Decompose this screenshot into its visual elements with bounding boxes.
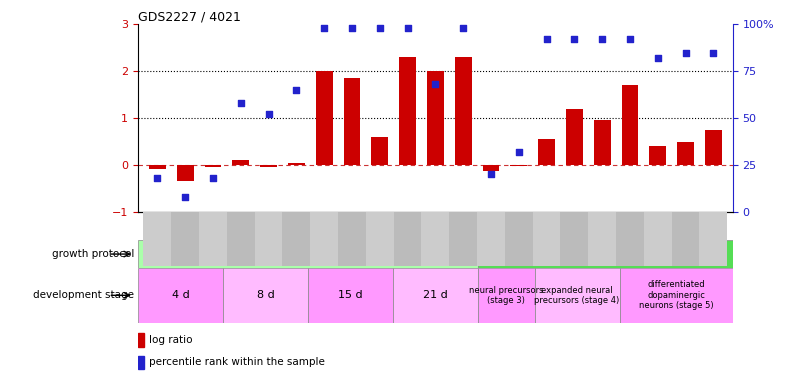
Bar bbox=[371, 137, 388, 165]
Text: development stage: development stage bbox=[33, 290, 134, 300]
Point bbox=[262, 111, 275, 117]
Bar bbox=[344, 78, 360, 165]
Bar bbox=[282, 212, 310, 266]
Point bbox=[429, 81, 441, 87]
Bar bbox=[671, 212, 700, 266]
Bar bbox=[482, 165, 500, 171]
Text: random differentiation: random differentiation bbox=[245, 249, 371, 259]
Bar bbox=[394, 212, 422, 266]
Bar bbox=[310, 212, 338, 266]
Bar bbox=[255, 212, 282, 266]
Text: guided differentiation: guided differentiation bbox=[545, 249, 666, 259]
Bar bbox=[232, 160, 249, 165]
Bar bbox=[149, 165, 165, 169]
Bar bbox=[138, 356, 144, 369]
Bar bbox=[616, 212, 644, 266]
Bar bbox=[455, 57, 471, 165]
Point bbox=[346, 25, 359, 31]
Bar bbox=[449, 212, 477, 266]
Text: differentiated
dopaminergic
neurons (stage 5): differentiated dopaminergic neurons (sta… bbox=[639, 280, 713, 310]
Bar bbox=[143, 212, 171, 266]
Bar bbox=[505, 212, 533, 266]
Point bbox=[151, 175, 164, 181]
Bar bbox=[177, 165, 194, 182]
Point bbox=[568, 36, 581, 42]
Bar bbox=[308, 268, 393, 322]
Bar bbox=[288, 163, 305, 165]
Bar bbox=[533, 212, 560, 266]
Point bbox=[374, 25, 386, 31]
Point bbox=[290, 87, 303, 93]
Text: 15 d: 15 d bbox=[338, 290, 362, 300]
Point bbox=[179, 194, 191, 200]
Point bbox=[485, 171, 497, 177]
Bar bbox=[427, 71, 444, 165]
Bar bbox=[566, 109, 582, 165]
Bar bbox=[205, 165, 221, 167]
Point bbox=[596, 36, 608, 42]
Text: neural precursors
(stage 3): neural precursors (stage 3) bbox=[469, 286, 544, 305]
Bar bbox=[589, 212, 616, 266]
Bar bbox=[138, 268, 223, 322]
Text: percentile rank within the sample: percentile rank within the sample bbox=[149, 357, 325, 368]
Bar bbox=[400, 57, 416, 165]
Point bbox=[206, 175, 219, 181]
Bar bbox=[223, 268, 308, 322]
Point bbox=[457, 25, 470, 31]
Text: GDS2227 / 4021: GDS2227 / 4021 bbox=[138, 10, 241, 23]
Bar bbox=[366, 212, 394, 266]
Bar bbox=[422, 212, 449, 266]
Point bbox=[679, 50, 692, 55]
Bar bbox=[538, 139, 555, 165]
Text: expanded neural
precursors (stage 4): expanded neural precursors (stage 4) bbox=[534, 286, 619, 305]
Point bbox=[652, 55, 664, 61]
Bar bbox=[622, 86, 638, 165]
Bar bbox=[534, 268, 619, 322]
Bar bbox=[138, 240, 478, 268]
Point bbox=[318, 25, 330, 31]
Text: growth protocol: growth protocol bbox=[51, 249, 134, 259]
Point bbox=[541, 36, 553, 42]
Bar bbox=[393, 268, 478, 322]
Bar bbox=[260, 165, 277, 167]
Bar bbox=[478, 268, 534, 322]
Text: log ratio: log ratio bbox=[149, 335, 193, 345]
Bar bbox=[199, 212, 227, 266]
Point bbox=[512, 149, 525, 155]
Bar bbox=[649, 146, 666, 165]
Bar bbox=[227, 212, 255, 266]
Text: 4 d: 4 d bbox=[172, 290, 189, 300]
Bar bbox=[677, 142, 694, 165]
Bar bbox=[644, 212, 671, 266]
Point bbox=[235, 100, 247, 106]
Bar bbox=[338, 212, 366, 266]
Bar bbox=[619, 268, 733, 322]
Bar bbox=[594, 120, 611, 165]
Bar bbox=[171, 212, 199, 266]
Text: 21 d: 21 d bbox=[423, 290, 448, 300]
Bar bbox=[316, 71, 333, 165]
Bar bbox=[560, 212, 589, 266]
Point bbox=[623, 36, 636, 42]
Bar bbox=[477, 212, 505, 266]
Bar bbox=[138, 333, 144, 347]
Bar bbox=[705, 130, 722, 165]
Bar bbox=[478, 240, 733, 268]
Point bbox=[401, 25, 414, 31]
Point bbox=[707, 50, 719, 55]
Bar bbox=[511, 165, 527, 166]
Text: 8 d: 8 d bbox=[257, 290, 274, 300]
Bar bbox=[700, 212, 727, 266]
